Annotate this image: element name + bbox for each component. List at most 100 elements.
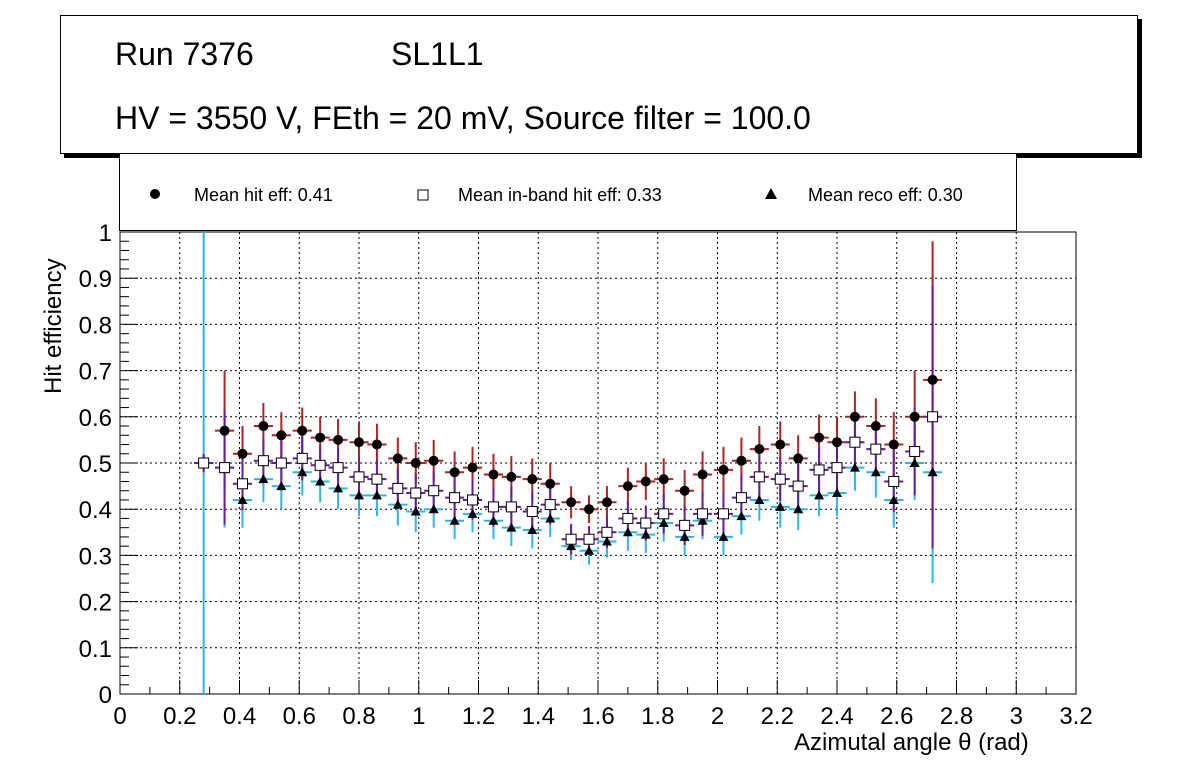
x-tick-label: 0 — [113, 703, 126, 730]
reco-point — [775, 501, 786, 511]
hit-point — [775, 439, 786, 450]
inband-point — [870, 443, 882, 455]
inband-point — [717, 508, 729, 520]
inband-point — [526, 506, 538, 518]
hit-point — [870, 421, 881, 432]
x-tick-label: 2.2 — [761, 703, 794, 730]
inband-point — [392, 482, 404, 494]
hit-point — [832, 437, 842, 448]
hit-point — [392, 453, 403, 464]
layer-label: SL1L1 — [391, 36, 484, 72]
inband-point — [849, 436, 861, 448]
hit-point — [658, 474, 669, 485]
y-tick-label: 0 — [99, 682, 112, 709]
reco-point — [736, 511, 747, 521]
hit-point — [354, 437, 364, 448]
hit-point — [467, 462, 478, 473]
y-tick-label: 0.2 — [79, 590, 112, 617]
reco-point — [640, 529, 651, 539]
inband-point — [332, 462, 344, 474]
hit-point — [371, 439, 382, 450]
hit-point — [506, 471, 517, 482]
x-tick-label: 0.2 — [163, 703, 196, 730]
reco-point — [566, 541, 577, 551]
reco-point — [392, 499, 403, 509]
x-tick-label: 1.6 — [581, 703, 614, 730]
reco-point — [793, 504, 804, 514]
hit-point — [793, 453, 804, 464]
x-tick-label: 2 — [711, 703, 724, 730]
hit-point — [849, 411, 860, 422]
hit-point — [640, 476, 651, 487]
reco-point — [832, 488, 842, 498]
reco-point — [870, 467, 881, 477]
inband-point — [275, 457, 287, 469]
inband-point — [679, 519, 691, 531]
reco-point — [467, 508, 478, 518]
x-tick-label: 0.6 — [283, 703, 316, 730]
inband-point — [697, 508, 709, 520]
hit-point — [754, 444, 765, 455]
x-axis-title: Azimutal angle θ (rad) — [794, 729, 1029, 756]
inband-point — [467, 494, 479, 506]
inband-point — [583, 533, 595, 545]
inband-point — [449, 492, 461, 504]
hit-point — [219, 425, 230, 436]
x-tick-label: 2.6 — [880, 703, 913, 730]
inband-point — [658, 508, 670, 520]
hit-point — [888, 439, 899, 450]
hit-point — [622, 481, 633, 492]
legend: Mean hit eff: 0.41 Mean in-band hit eff:… — [119, 154, 1017, 231]
inband-point — [735, 492, 747, 504]
reco-point — [333, 483, 344, 493]
inband-point — [257, 455, 269, 467]
reco-point — [658, 518, 669, 528]
reco-point — [584, 545, 595, 555]
inband-point — [487, 501, 499, 513]
x-tick-label: 2.4 — [820, 703, 853, 730]
inband-point — [774, 473, 786, 485]
reco-point — [754, 494, 765, 504]
hit-point — [736, 455, 747, 466]
inband-point — [888, 475, 900, 487]
reco-point — [697, 515, 708, 525]
hit-point — [315, 432, 326, 443]
inband-point — [353, 471, 365, 483]
hit-point — [527, 474, 538, 485]
hit-point — [410, 458, 421, 468]
hit-point — [333, 434, 344, 445]
x-tick-label: 1.8 — [641, 703, 674, 730]
reco-point — [718, 531, 729, 541]
inband-point — [813, 464, 825, 476]
reco-point — [909, 458, 920, 467]
x-tick-label: 0.8 — [342, 703, 375, 730]
hit-point — [679, 485, 690, 496]
hit-point — [697, 469, 708, 480]
inband-point — [622, 512, 634, 524]
inband-point — [831, 462, 843, 474]
x-tick-label: 0.4 — [223, 703, 256, 730]
hit-point — [584, 504, 595, 515]
hit-point — [909, 411, 920, 422]
reco-point — [927, 467, 938, 477]
y-tick-label: 1 — [99, 220, 112, 247]
hit-point — [566, 497, 577, 508]
reco-point — [297, 467, 308, 477]
reco-point — [276, 481, 287, 491]
x-tick-label: 1.4 — [522, 703, 555, 730]
inband-point — [198, 457, 210, 469]
y-tick-label: 0.3 — [79, 543, 112, 570]
inband-point — [314, 459, 326, 471]
inband-point — [544, 499, 556, 511]
hit-point — [449, 467, 460, 478]
axis-ticks — [119, 231, 1077, 695]
inband-point — [505, 501, 517, 513]
y-tick-label: 0.7 — [79, 359, 112, 386]
inband-point — [296, 452, 308, 464]
legend-reco-eff: Mean reco eff: 0.30 — [808, 185, 963, 205]
inband-point — [601, 526, 613, 538]
inband-point — [927, 411, 939, 423]
y-tick-label: 0.4 — [79, 497, 112, 524]
reco-point — [449, 515, 460, 525]
inband-point — [236, 478, 248, 490]
